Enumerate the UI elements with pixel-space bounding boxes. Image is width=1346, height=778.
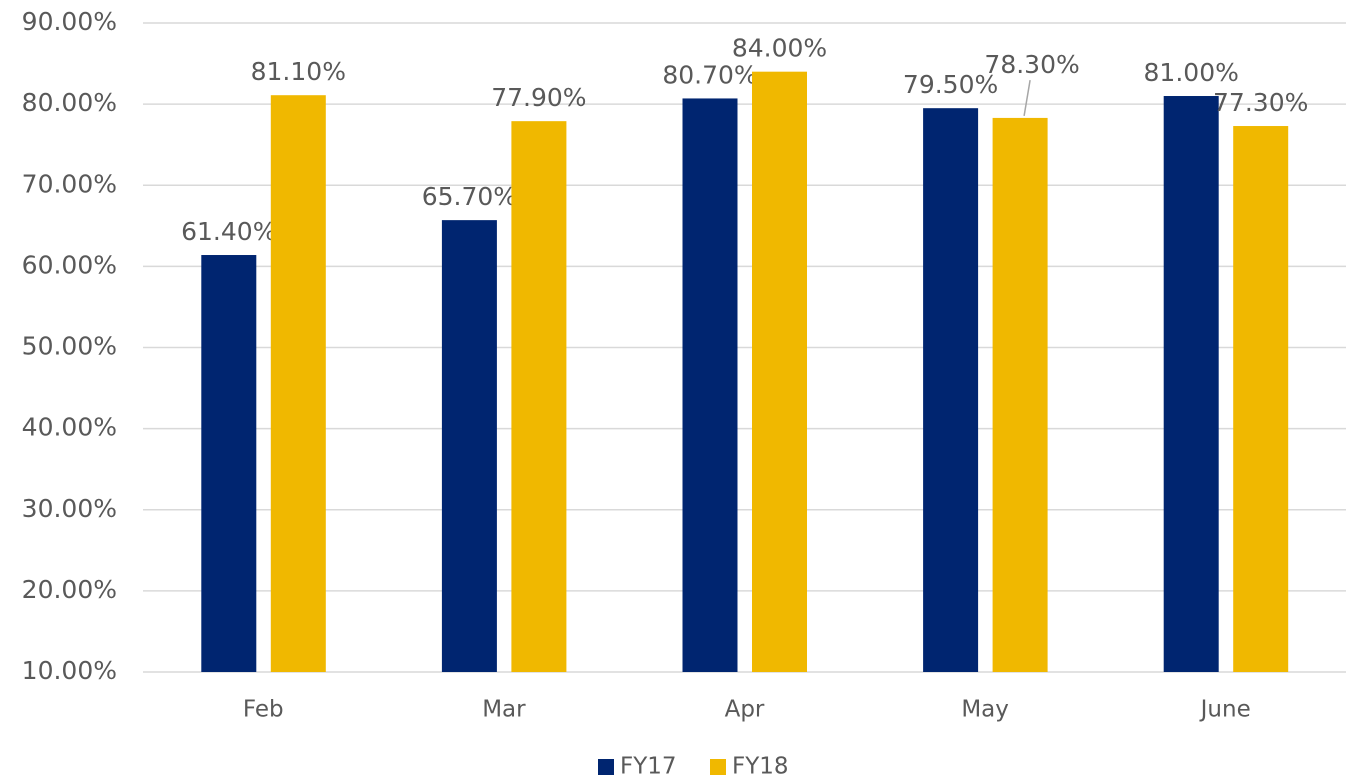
bar (201, 255, 257, 672)
x-tick-label: June (1199, 697, 1251, 723)
bar (1163, 96, 1219, 672)
data-label: 65.70% (422, 182, 517, 211)
data-label: 81.00% (1144, 58, 1239, 87)
legend-swatch (710, 759, 726, 775)
x-tick-label: May (961, 697, 1009, 723)
data-label: 61.40% (181, 217, 276, 246)
leader-line (1023, 80, 1031, 117)
bar (752, 71, 807, 673)
data-label: 79.50% (903, 70, 998, 99)
y-tick-label: 60.00% (22, 250, 117, 279)
bar (270, 95, 326, 673)
data-label: 81.10% (251, 57, 346, 86)
x-tick-label: Apr (725, 697, 765, 723)
legend-label: FY17 (620, 754, 677, 778)
y-tick-label: 70.00% (22, 169, 117, 198)
data-label: 77.90% (491, 83, 586, 112)
bar (1233, 126, 1289, 672)
data-label: 80.70% (662, 60, 757, 89)
y-tick-label: 10.00% (22, 656, 117, 685)
bar (923, 108, 979, 672)
x-tick-label: Feb (243, 697, 284, 723)
x-tick-label: Mar (482, 697, 526, 723)
bar (511, 121, 567, 672)
y-tick-label: 90.00% (22, 7, 117, 36)
y-tick-label: 20.00% (22, 575, 117, 604)
y-tick-label: 30.00% (22, 494, 117, 523)
data-label: 78.30% (984, 50, 1079, 79)
y-tick-label: 80.00% (22, 88, 117, 117)
data-label: 77.30% (1213, 88, 1308, 117)
legend-swatch (598, 759, 614, 775)
y-tick-label: 50.00% (22, 332, 117, 361)
data-label: 84.00% (732, 34, 827, 63)
bar (682, 98, 738, 673)
bar (992, 117, 1048, 672)
bar (441, 220, 497, 673)
legend-label: FY18 (732, 754, 789, 778)
y-tick-label: 40.00% (22, 413, 117, 442)
